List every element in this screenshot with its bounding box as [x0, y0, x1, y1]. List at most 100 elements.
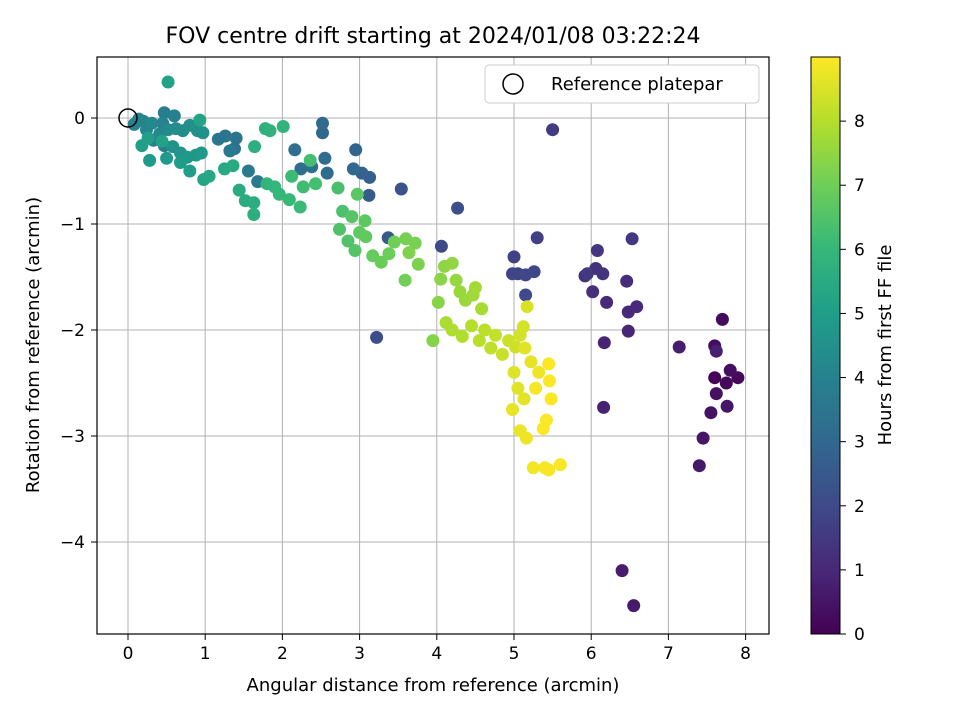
data-point — [193, 113, 207, 127]
data-point — [426, 334, 440, 348]
data-point — [590, 244, 604, 257]
plot-frame — [96, 56, 770, 635]
data-point — [434, 272, 448, 286]
legend-reference-marker — [502, 73, 524, 95]
data-point — [183, 164, 197, 178]
x-tick-label: 3 — [354, 644, 365, 664]
reference-platepar-marker — [118, 108, 138, 128]
data-point — [596, 267, 610, 281]
data-point — [431, 295, 445, 309]
data-point — [157, 106, 171, 120]
colorbar-tick-label: 2 — [854, 497, 865, 517]
data-point — [155, 134, 169, 148]
data-point — [248, 140, 262, 154]
data-point — [615, 564, 629, 578]
data-point — [484, 341, 498, 355]
data-point — [374, 255, 388, 269]
data-point — [341, 234, 355, 248]
data-point — [630, 300, 644, 314]
data-point — [708, 371, 722, 385]
data-point — [296, 180, 310, 194]
data-point — [445, 256, 459, 270]
x-tick-label: 7 — [663, 644, 674, 664]
y-tick-label: 0 — [74, 109, 85, 129]
y-tick-label: −3 — [60, 427, 85, 447]
colorbar-ticks: 0 1 2 3 4 5 6 7 8 — [840, 112, 865, 645]
data-point — [542, 357, 556, 371]
colorbar-tick-label: 4 — [854, 369, 865, 389]
data-point — [526, 461, 540, 475]
data-point — [715, 312, 729, 326]
data-point — [272, 187, 286, 201]
data-point — [519, 431, 533, 445]
data-point — [143, 153, 157, 167]
data-point — [506, 403, 519, 416]
x-tick-label: 0 — [123, 644, 134, 664]
data-point — [194, 146, 208, 160]
data-point — [161, 75, 175, 89]
data-point — [449, 273, 463, 287]
data-point — [600, 295, 614, 309]
x-tick-label: 5 — [509, 644, 520, 664]
data-point — [411, 257, 425, 271]
data-point — [402, 246, 416, 260]
data-point — [303, 153, 317, 167]
data-point — [692, 459, 706, 473]
data-point — [544, 392, 558, 406]
data-point — [586, 285, 600, 299]
y-tick-label: −2 — [60, 321, 85, 341]
colorbar-tick-label: 5 — [854, 304, 865, 324]
data-point — [704, 406, 718, 420]
data-point — [489, 328, 502, 342]
x-tick-label: 2 — [277, 644, 288, 664]
data-point — [293, 200, 307, 214]
data-point — [382, 247, 396, 261]
x-tick-label: 4 — [431, 644, 442, 664]
legend-entry-reference-platepar: Reference platepar — [551, 74, 723, 95]
data-point — [696, 431, 710, 445]
colorbar-tick-label: 1 — [854, 561, 865, 581]
data-point — [719, 376, 733, 390]
data-point — [507, 365, 521, 379]
colorbar: 0 1 2 3 4 5 6 7 8 Hours from first FF file — [810, 56, 896, 645]
data-point — [520, 300, 534, 314]
data-point — [202, 169, 216, 183]
data-point — [478, 323, 492, 337]
data-point — [709, 387, 723, 401]
data-point — [160, 151, 174, 165]
data-point — [211, 132, 225, 146]
y-tick-label: −4 — [60, 533, 85, 553]
x-tick-label: 1 — [200, 644, 211, 664]
data-point — [141, 131, 155, 145]
data-point — [532, 365, 546, 379]
data-point — [468, 281, 482, 295]
colorbar-tick-label: 0 — [854, 625, 865, 645]
data-point — [346, 162, 360, 176]
data-point — [709, 344, 723, 358]
data-point — [495, 347, 509, 361]
data-point — [229, 131, 243, 145]
data-point — [387, 235, 401, 249]
data-point — [539, 413, 553, 427]
data-point — [294, 162, 308, 176]
data-point — [723, 363, 737, 377]
colorbar-tick-label: 6 — [854, 240, 865, 260]
data-point — [145, 116, 159, 130]
colorbar-tick-label: 3 — [854, 433, 865, 453]
data-point — [247, 208, 261, 221]
data-points — [127, 75, 745, 613]
data-point — [276, 120, 290, 133]
colorbar-label: Hours from first FF file — [875, 245, 896, 446]
data-point — [167, 109, 181, 123]
data-point — [350, 187, 364, 201]
data-point — [455, 329, 469, 343]
data-point — [226, 159, 240, 173]
data-point — [247, 196, 261, 210]
data-point — [672, 340, 686, 354]
data-point — [331, 181, 345, 195]
data-point — [349, 143, 363, 157]
legend-box — [484, 64, 760, 104]
data-point — [263, 124, 277, 138]
data-point — [720, 399, 734, 413]
